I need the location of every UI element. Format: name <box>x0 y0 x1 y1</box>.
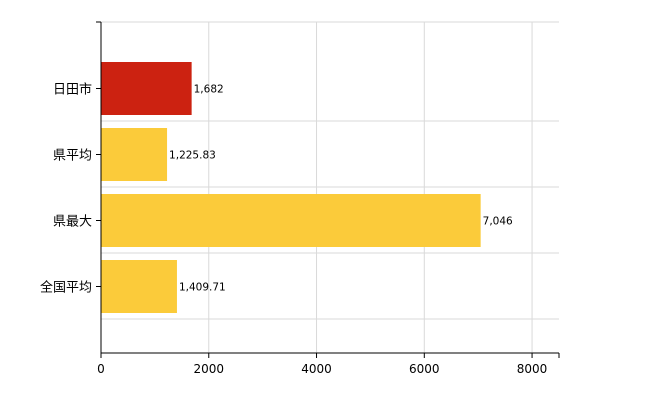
labels: 1,682 日田市 1,225.83 県平均 7,046 県最大 1,409.71 全国平均 0… <box>40 82 547 377</box>
bar-0 <box>101 62 192 115</box>
data-label-0: 1,682 <box>194 84 224 96</box>
x-tick-label-1: 2000 <box>193 362 224 376</box>
category-label-3: 全国平均 <box>40 280 92 296</box>
data-label-2: 7,046 <box>483 216 513 228</box>
bar-2 <box>101 194 481 247</box>
x-tick-label-4: 8000 <box>517 362 548 376</box>
x-tick-label-2: 4000 <box>301 362 332 376</box>
x-tick-label-3: 6000 <box>409 362 440 376</box>
bar-1 <box>101 128 168 181</box>
x-tick-label-0: 0 <box>97 362 105 376</box>
axes <box>96 21 560 358</box>
gridlines <box>101 21 559 353</box>
category-label-1: 県平均 <box>53 149 92 164</box>
bar-3 <box>101 260 177 313</box>
data-label-3: 1,409.71 <box>179 282 226 294</box>
data-label-1: 1,225.83 <box>169 150 216 162</box>
bars <box>101 62 481 313</box>
category-label-0: 日田市 <box>53 82 92 98</box>
category-label-2: 県最大 <box>53 215 92 230</box>
